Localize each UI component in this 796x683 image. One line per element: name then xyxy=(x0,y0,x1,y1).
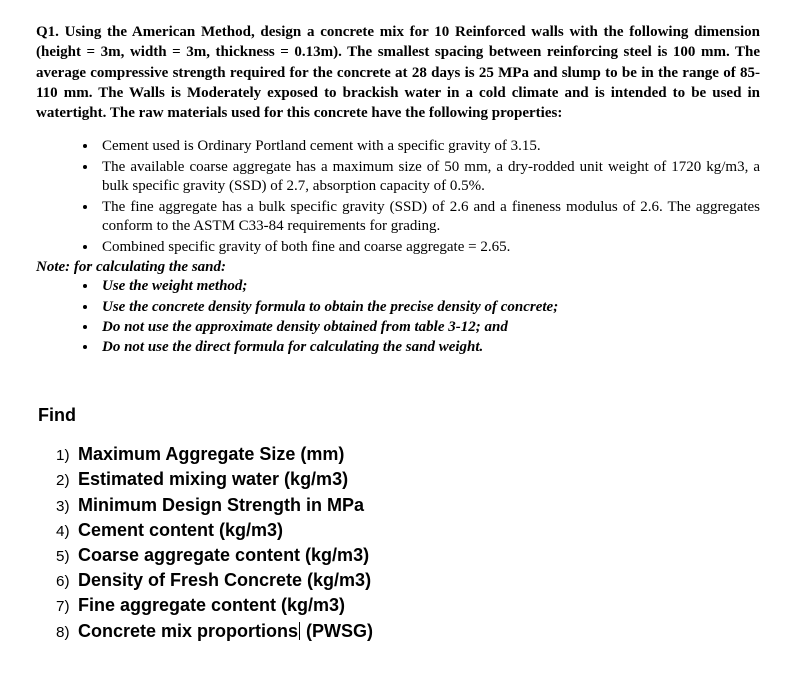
note-item: Use the weight method; xyxy=(98,276,760,296)
find-item: 6)Density of Fresh Concrete (kg/m3) xyxy=(56,568,760,593)
find-item-number: 7) xyxy=(56,596,78,617)
find-item-number: 1) xyxy=(56,445,78,466)
find-list: 1)Maximum Aggregate Size (mm) 2)Estimate… xyxy=(36,442,760,644)
find-item: 4)Cement content (kg/m3) xyxy=(56,518,760,543)
property-item: Cement used is Ordinary Portland cement … xyxy=(98,137,760,157)
question-text: Q1. Using the American Method, design a … xyxy=(36,22,760,123)
property-item: The fine aggregate has a bulk specific g… xyxy=(98,198,760,237)
find-item-number: 4) xyxy=(56,521,78,542)
note-item: Use the concrete density formula to obta… xyxy=(98,297,760,317)
find-item-label: (PWSG) xyxy=(301,621,373,641)
find-item: 7)Fine aggregate content (kg/m3) xyxy=(56,593,760,618)
note-item: Do not use the approximate density obtai… xyxy=(98,317,760,337)
find-item-label: Minimum Design Strength in MPa xyxy=(78,495,364,515)
property-item: The available coarse aggregate has a max… xyxy=(98,158,760,197)
text-cursor-icon xyxy=(299,622,300,640)
find-item-number: 6) xyxy=(56,571,78,592)
find-item-label: Fine aggregate content (kg/m3) xyxy=(78,595,345,615)
notes-list: Use the weight method; Use the concrete … xyxy=(36,276,760,357)
find-item: 2)Estimated mixing water (kg/m3) xyxy=(56,467,760,492)
find-item-label: Cement content (kg/m3) xyxy=(78,520,283,540)
properties-list: Cement used is Ordinary Portland cement … xyxy=(36,137,760,257)
find-item: 3)Minimum Design Strength in MPa xyxy=(56,493,760,518)
find-title: Find xyxy=(38,405,760,426)
find-item-number: 2) xyxy=(56,470,78,491)
page: Q1. Using the American Method, design a … xyxy=(0,0,796,652)
note-label: Note: for calculating the sand: xyxy=(36,259,760,276)
find-item: 5)Coarse aggregate content (kg/m3) xyxy=(56,543,760,568)
find-item-number: 3) xyxy=(56,496,78,517)
find-item-label: Density of Fresh Concrete (kg/m3) xyxy=(78,570,371,590)
find-item-label: Maximum Aggregate Size (mm) xyxy=(78,444,344,464)
find-item-label: Coarse aggregate content (kg/m3) xyxy=(78,545,369,565)
find-item-label: Concrete mix proportions xyxy=(78,621,298,641)
find-item: 1)Maximum Aggregate Size (mm) xyxy=(56,442,760,467)
property-item: Combined specific gravity of both fine a… xyxy=(98,238,760,258)
find-item-number: 5) xyxy=(56,546,78,567)
find-section: Find 1)Maximum Aggregate Size (mm) 2)Est… xyxy=(36,405,760,644)
find-item: 8)Concrete mix proportions (PWSG) xyxy=(56,619,760,644)
find-item-number: 8) xyxy=(56,622,78,643)
find-item-label: Estimated mixing water (kg/m3) xyxy=(78,469,348,489)
note-item: Do not use the direct formula for calcul… xyxy=(98,337,760,357)
